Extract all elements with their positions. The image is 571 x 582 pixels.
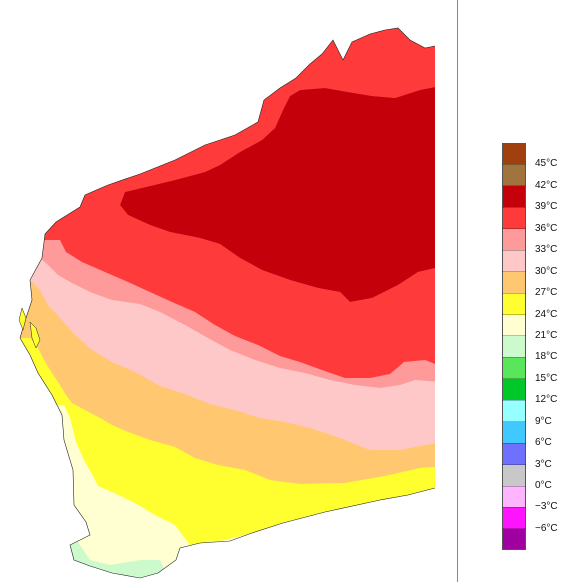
legend-row: 0°C [502,480,571,508]
legend-label: −3°C [535,501,558,513]
legend-tick [502,163,526,165]
legend-swatch [502,378,526,401]
legend-label: 45°C [535,158,558,170]
legend-label: −6°C [535,522,558,534]
legend-swatch [502,143,526,165]
legend-swatch [502,400,526,422]
legend-swatch [502,486,526,508]
legend-tick [502,506,526,508]
legend-tick [502,485,526,487]
legend-label: 12°C [535,394,558,406]
legend-swatch [502,507,526,529]
legend-swatch [502,335,526,358]
legend-label: 36°C [535,222,558,234]
legend-row: 27°C [502,287,571,315]
legend-row: 45°C [502,158,571,186]
legend-row: 3°C [502,459,571,486]
legend-row: 36°C [502,223,571,251]
legend-label: 15°C [535,372,558,384]
legend-label: 18°C [535,351,558,363]
dirk-hartog-island [18,307,27,331]
legend-tick [502,442,526,444]
legend-swatch [502,421,526,444]
legend-row: 12°C [502,394,571,422]
panel-divider [457,0,458,582]
legend-row: 21°C [502,330,571,358]
legend-swatch [502,293,526,315]
legend-label: 30°C [535,265,558,277]
legend-swatch [502,357,526,379]
legend-swatch [502,314,526,336]
temperature-map [18,27,436,579]
legend-row: 39°C [502,201,571,229]
legend-tick [502,249,526,251]
legend-label: 0°C [535,480,552,491]
legend-swatch [502,443,526,465]
legend-row: 15°C [502,373,571,401]
legend-row [502,143,571,165]
legend-tick [502,292,526,294]
legend-swatch [502,528,526,551]
legend-tick [502,228,526,230]
legend-row: 9°C [502,416,571,444]
zone-over-39 [120,82,435,302]
legend-swatch [502,228,526,251]
legend-row: 33°C [502,244,571,272]
legend-swatch [502,164,526,186]
legend-tick [502,528,526,530]
legend-tick [502,378,526,380]
legend-tick [502,464,526,466]
legend-tick [502,399,526,401]
legend-row: 18°C [502,351,571,379]
legend-tick [502,335,526,337]
legend-label: 6°C [535,437,552,449]
legend-label: 9°C [535,415,552,427]
legend-tick [502,356,526,358]
legend-tick [502,271,526,273]
legend-tick [502,314,526,315]
legend-swatch [502,464,526,486]
legend-row: −3°C [502,501,571,529]
temperature-legend: 45°C 42°C 39°C 36°C 33°C 30°C 27°C 24°C 21°C 18°C… [502,143,571,551]
legend-swatch [502,185,526,208]
legend-row: −6°C [502,523,571,551]
legend-label: 21°C [535,329,558,341]
legend-label: 42°C [535,179,558,191]
shark-bay-peninsula [29,321,41,349]
legend-label: 3°C [535,458,552,470]
legend-swatch [502,271,526,294]
legend-row: 24°C [502,309,571,336]
legend-label: 39°C [535,201,558,213]
legend-row: 30°C [502,266,571,294]
legend-label: 27°C [535,287,558,299]
legend-swatch [502,207,526,229]
legend-label: 24°C [535,308,558,320]
legend-tick [502,206,526,208]
legend-swatch [502,250,526,272]
legend-tick [502,421,526,423]
legend-row: 42°C [502,180,571,208]
temperature-zones [20,28,435,578]
legend-tick [502,185,526,187]
coastline [19,27,436,579]
legend-label: 33°C [535,244,558,256]
legend-row: 6°C [502,437,571,465]
